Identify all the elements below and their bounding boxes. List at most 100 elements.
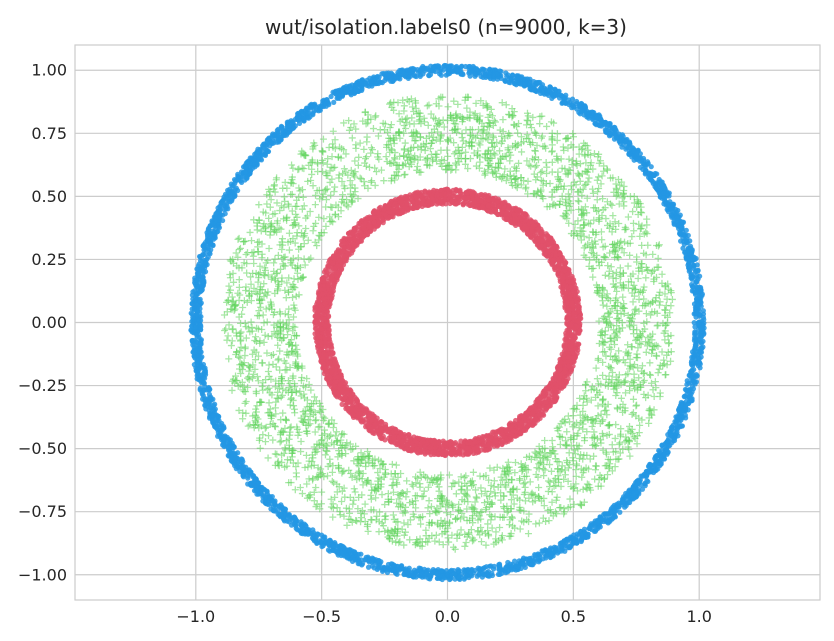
- data-point: [502, 78, 508, 84]
- data-point: [376, 558, 382, 564]
- data-point: [310, 103, 317, 109]
- data-point: [667, 357, 675, 365]
- data-point: [256, 262, 264, 270]
- data-point: [307, 254, 315, 262]
- data-point: [251, 479, 257, 486]
- data-point: [378, 491, 386, 499]
- data-point: [693, 373, 699, 380]
- data-point: [221, 194, 227, 200]
- data-point: [292, 473, 300, 481]
- data-point: [225, 355, 233, 363]
- data-point: [243, 269, 251, 277]
- data-point: [547, 545, 554, 551]
- data-point: [212, 406, 218, 412]
- data-point: [476, 141, 484, 149]
- data-point: [548, 551, 554, 557]
- data-point: [202, 397, 208, 403]
- data-point: [279, 504, 285, 510]
- data-point: [284, 119, 290, 125]
- data-point: [259, 431, 267, 439]
- data-point: [689, 374, 695, 380]
- data-point: [682, 249, 688, 255]
- data-point: [657, 449, 663, 455]
- data-point: [695, 267, 701, 273]
- data-point: [193, 312, 200, 318]
- data-point: [243, 464, 249, 470]
- data-point: [585, 114, 591, 120]
- data-point: [685, 232, 691, 239]
- data-point: [602, 511, 608, 517]
- series-0: [188, 62, 707, 583]
- data-point: [275, 507, 281, 513]
- data-point: [482, 541, 490, 549]
- data-point: [594, 402, 602, 410]
- data-point: [693, 309, 699, 316]
- data-point: [210, 412, 217, 419]
- data-point: [687, 264, 693, 270]
- data-point: [452, 490, 460, 498]
- data-point: [594, 173, 602, 181]
- data-point: [436, 71, 443, 77]
- data-point: [285, 246, 293, 254]
- data-point: [485, 568, 492, 575]
- data-point: [363, 81, 369, 87]
- data-point: [531, 87, 537, 93]
- data-point: [252, 338, 260, 346]
- data-point: [467, 63, 473, 70]
- data-point: [639, 486, 646, 492]
- data-point: [252, 162, 258, 168]
- data-point: [676, 419, 682, 426]
- data-point: [404, 67, 410, 73]
- data-point: [200, 243, 206, 249]
- data-point: [364, 527, 372, 535]
- data-point: [427, 573, 433, 579]
- data-point: [312, 191, 320, 199]
- data-point: [512, 81, 518, 87]
- data-point: [487, 563, 493, 569]
- data-point: [434, 575, 441, 581]
- data-point: [552, 87, 558, 93]
- data-point: [235, 171, 241, 177]
- data-point: [444, 572, 450, 578]
- data-point: [674, 218, 680, 224]
- data-point: [642, 480, 648, 487]
- data-point: [686, 400, 692, 407]
- data-point: [415, 69, 421, 75]
- data-point: [329, 424, 337, 432]
- data-point: [217, 207, 223, 213]
- data-point: [527, 162, 535, 170]
- data-point: [281, 286, 289, 294]
- data-point: [209, 417, 216, 423]
- data-point: [298, 519, 304, 525]
- data-point: [270, 259, 278, 267]
- data-point: [232, 456, 238, 463]
- data-point: [624, 262, 632, 270]
- data-point: [670, 437, 676, 444]
- data-point: [245, 473, 251, 479]
- data-point: [455, 568, 461, 574]
- data-point: [253, 151, 260, 157]
- data-point: [445, 71, 451, 77]
- data-point: [583, 108, 590, 114]
- data-point: [263, 318, 271, 326]
- data-point: [626, 452, 634, 460]
- data-point: [289, 522, 295, 528]
- data-point: [619, 293, 627, 301]
- data-point: [701, 316, 707, 323]
- data-point: [661, 201, 667, 207]
- data-point: [386, 73, 392, 79]
- data-point: [555, 550, 561, 556]
- data-point: [524, 530, 532, 538]
- data-point: [633, 494, 639, 500]
- data-point: [359, 87, 365, 94]
- data-point: [195, 270, 201, 277]
- data-point: [580, 534, 586, 540]
- data-points: [188, 62, 707, 583]
- data-point: [204, 237, 210, 243]
- data-point: [692, 324, 698, 330]
- data-point: [478, 73, 484, 80]
- data-point: [361, 500, 369, 508]
- data-point: [613, 128, 619, 134]
- data-point: [435, 63, 441, 69]
- data-point: [524, 177, 532, 185]
